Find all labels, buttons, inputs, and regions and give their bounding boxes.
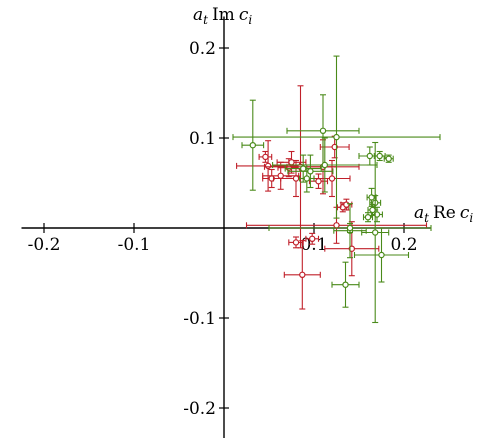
data-point <box>313 159 351 198</box>
x-tick-label: 0.2 <box>390 235 417 255</box>
data-marker <box>300 165 307 172</box>
x-label-a: a <box>414 203 424 223</box>
data-marker <box>249 141 256 149</box>
data-marker <box>292 175 300 182</box>
data-marker <box>333 133 340 141</box>
y-tick-label: 0.2 <box>189 39 216 59</box>
data-point <box>286 94 360 168</box>
y-label-i: i <box>248 13 252 27</box>
data-point <box>331 261 360 308</box>
data-marker <box>262 153 269 161</box>
y-tick-label: -0.2 <box>183 399 216 419</box>
data-marker <box>292 239 300 246</box>
data-point <box>272 137 378 193</box>
data-point <box>287 154 334 189</box>
data-marker <box>369 206 376 214</box>
data-point <box>241 99 265 191</box>
data-marker <box>309 235 316 242</box>
x-axis-label: at Re ci <box>414 203 473 225</box>
data-marker <box>333 222 340 229</box>
x-label-i: i <box>469 211 473 225</box>
x-label-fn: Re <box>433 203 456 223</box>
y-axis-label: at Im ci <box>193 5 252 27</box>
data-point <box>361 141 390 324</box>
data-point <box>383 154 394 163</box>
data-marker <box>315 177 322 185</box>
x-label-t: t <box>424 211 429 225</box>
series-2 <box>232 55 441 324</box>
data-marker <box>364 213 372 221</box>
y-tick-label: 0.1 <box>189 129 216 149</box>
series-1 <box>236 85 428 310</box>
y-label-t: t <box>203 13 208 27</box>
data-marker <box>342 281 349 288</box>
data-point <box>366 187 377 207</box>
data-point <box>268 222 432 234</box>
data-point <box>299 164 315 193</box>
data-marker <box>328 175 336 182</box>
data-marker <box>303 175 310 182</box>
data-marker <box>366 152 373 160</box>
y-label-fn: Im <box>212 5 235 25</box>
data-point <box>288 236 304 249</box>
data-marker <box>264 162 272 170</box>
x-tick-label: -0.1 <box>118 235 151 255</box>
data-marker <box>376 152 383 160</box>
data-marker <box>378 251 385 259</box>
data-point <box>353 227 410 283</box>
data-point <box>283 240 321 310</box>
data-marker <box>372 229 379 236</box>
x-tick-label: -0.2 <box>28 235 61 255</box>
y-label-a: a <box>193 5 203 25</box>
y-tick-label: -0.1 <box>183 309 216 329</box>
data-marker <box>307 168 314 175</box>
y-label-c: c <box>239 5 249 25</box>
data-marker <box>277 172 284 179</box>
data-marker <box>343 201 350 208</box>
data-marker <box>346 224 354 232</box>
data-point <box>362 212 374 223</box>
data-marker <box>321 161 328 169</box>
data-point <box>308 173 329 189</box>
data-marker <box>319 127 327 134</box>
x-ticks: -0.2 -0.1 0.1 0.2 <box>28 223 418 255</box>
data-marker <box>385 155 392 162</box>
data-point <box>305 232 320 245</box>
data-marker <box>299 271 306 278</box>
data-marks <box>232 55 441 324</box>
x-tick-label: 0.1 <box>300 235 327 255</box>
data-point <box>276 150 307 174</box>
x-label-c: c <box>460 203 470 223</box>
y-ticks: 0.2 0.1 -0.1 -0.2 <box>183 39 229 419</box>
axes: -0.2 -0.1 0.1 0.2 0.2 0.1 -0.1 -0.2 <box>21 16 431 438</box>
data-point <box>373 150 386 162</box>
data-point <box>232 55 441 219</box>
data-point <box>258 150 273 163</box>
